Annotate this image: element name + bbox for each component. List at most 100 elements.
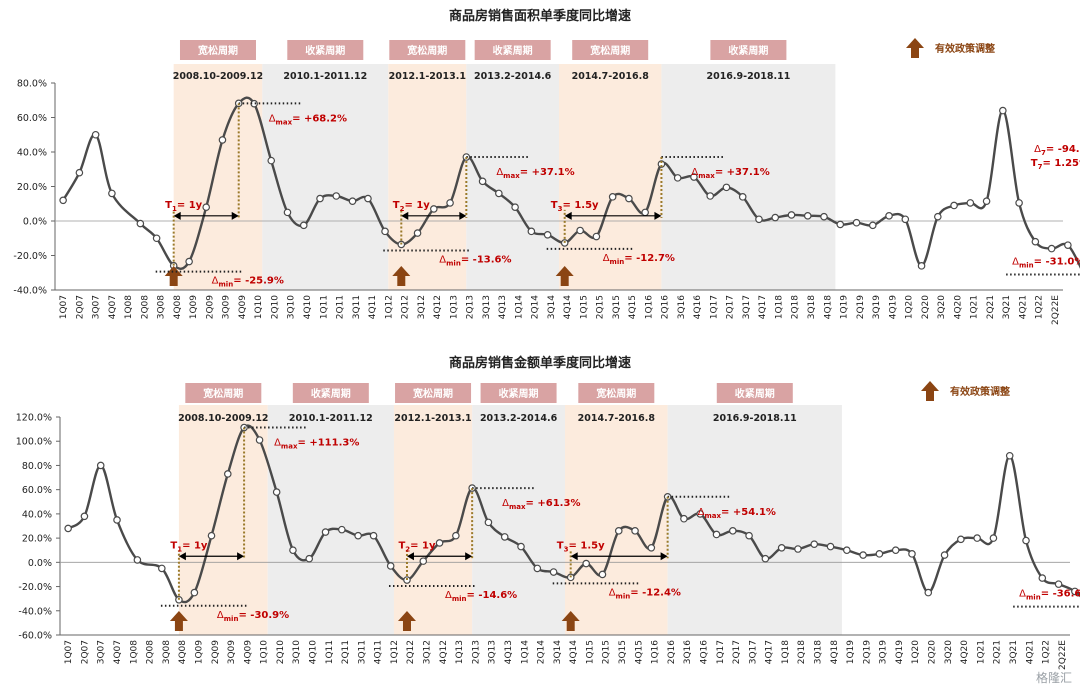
x-tick-label: 2Q10	[270, 295, 280, 320]
x-tick-label: 3Q19	[872, 295, 882, 320]
data-point	[369, 531, 378, 540]
data-point	[321, 528, 330, 536]
data-point	[452, 531, 460, 540]
data-point	[158, 564, 166, 573]
x-tick-label: 1Q09	[194, 640, 204, 665]
data-point	[1015, 199, 1023, 207]
data-point	[755, 215, 763, 224]
x-tick-label: 3Q18	[814, 640, 824, 665]
t-arrow-right-2	[654, 211, 662, 220]
end-delta-label: Δ7= -94.8%	[1034, 144, 1080, 157]
policy-arrow-icon-1	[397, 611, 416, 631]
x-tick-label: 3Q14	[547, 295, 557, 320]
period-range-1: 2010.1-2011.12	[283, 71, 367, 82]
x-tick-label: 2Q21	[986, 295, 996, 319]
x-tick-label: 2Q19	[856, 295, 866, 320]
x-tick-label: 3Q13	[488, 640, 498, 664]
data-point	[826, 542, 835, 551]
data-point	[430, 205, 438, 213]
y-tick-label: 100.0%	[16, 437, 52, 448]
x-tick-label: 3Q10	[292, 640, 302, 665]
data-point	[999, 106, 1007, 115]
data-point	[64, 524, 72, 533]
period-label-1: 收紧周期	[305, 44, 345, 57]
x-tick-label: 2Q07	[75, 295, 85, 319]
x-tick-label: 1Q20	[905, 295, 915, 320]
data-point	[446, 199, 454, 207]
x-tick-label: 2Q16	[661, 295, 671, 320]
x-tick-label: 2Q22E	[1058, 640, 1068, 670]
period-label-1: 收紧周期	[311, 387, 351, 400]
x-tick-label: 1Q22	[1035, 295, 1045, 319]
data-point	[973, 534, 981, 542]
x-tick-label: 3Q19	[879, 640, 889, 665]
x-tick-label: 4Q19	[895, 640, 905, 665]
period-band-3	[466, 64, 559, 290]
period-label-4: 宽松周期	[589, 44, 630, 57]
data-point	[641, 208, 649, 217]
data-point	[511, 203, 519, 212]
data-point	[283, 208, 292, 217]
data-point	[843, 546, 851, 555]
period-range-3: 2013.2-2014.6	[480, 413, 558, 424]
x-tick-label: 2Q13	[466, 295, 476, 319]
y-tick-label: 80.0%	[22, 461, 52, 472]
y-tick-label: 0.0%	[28, 558, 52, 569]
t-arrow-left-0	[173, 211, 181, 220]
data-point	[728, 527, 737, 535]
data-point	[901, 215, 910, 224]
data-point	[924, 588, 933, 597]
period-label-5: 收紧周期	[735, 387, 775, 400]
x-tick-label: 3Q15	[612, 295, 622, 319]
chart-title: 商品房销售面积单季度同比增速	[449, 8, 631, 24]
x-tick-label: 4Q08	[173, 295, 183, 320]
x-tick-label: 4Q21	[1018, 295, 1028, 319]
x-tick-label: 3Q13	[482, 295, 492, 319]
data-point	[1054, 580, 1063, 588]
data-point	[495, 189, 503, 198]
x-tick-label: 3Q21	[1009, 640, 1019, 664]
x-tick-label: 4Q14	[563, 295, 573, 320]
x-tick-label: 2Q15	[602, 640, 612, 664]
data-point	[722, 183, 731, 192]
data-point	[364, 194, 372, 203]
period-pill-3	[480, 383, 557, 403]
x-tick-label: 2Q16	[667, 640, 677, 665]
y-tick-label: 60.0%	[22, 485, 52, 496]
x-tick-label: 2Q09	[205, 295, 215, 320]
x-tick-label: 1Q13	[455, 640, 465, 664]
data-point	[934, 212, 942, 221]
t-arrow-left-1	[406, 552, 414, 561]
end-min-label: Δmin= -36.6%	[1019, 589, 1080, 602]
x-tick-label: 3Q17	[748, 640, 758, 664]
x-tick-label: 1Q14	[520, 640, 530, 665]
period-range-5: 2016.9-2018.11	[713, 413, 797, 424]
x-tick-label: 4Q13	[498, 295, 508, 319]
data-point	[419, 557, 428, 565]
x-tick-label: 1Q15	[579, 295, 589, 319]
x-tick-label: 4Q20	[960, 640, 970, 665]
data-point	[745, 531, 753, 540]
data-point	[592, 232, 601, 241]
x-tick-label: 4Q11	[368, 295, 378, 319]
x-tick-label: 1Q08	[124, 295, 134, 320]
policy-arrow-icon-1	[392, 266, 411, 286]
x-tick-label: 1Q13	[449, 295, 459, 319]
y-tick-label: -40.0%	[18, 606, 52, 617]
period-range-2: 2012.1-2013.1	[394, 413, 471, 424]
x-tick-label: 1Q10	[260, 640, 270, 665]
max-label-2: Δmax= +54.1%	[698, 507, 776, 520]
x-tick-label: 2Q18	[797, 640, 807, 665]
x-tick-label: 2Q08	[140, 295, 150, 320]
period-band-5	[667, 405, 842, 635]
t-label-0: T1= 1y	[165, 200, 203, 213]
t-arrow-left-1	[401, 211, 409, 220]
policy-arrow-icon-2	[561, 611, 580, 631]
x-tick-label: 3Q07	[92, 295, 102, 319]
data-point	[190, 588, 199, 597]
x-tick-label: 1Q21	[970, 295, 980, 319]
x-tick-label: 4Q08	[178, 640, 188, 665]
data-point	[810, 540, 819, 548]
